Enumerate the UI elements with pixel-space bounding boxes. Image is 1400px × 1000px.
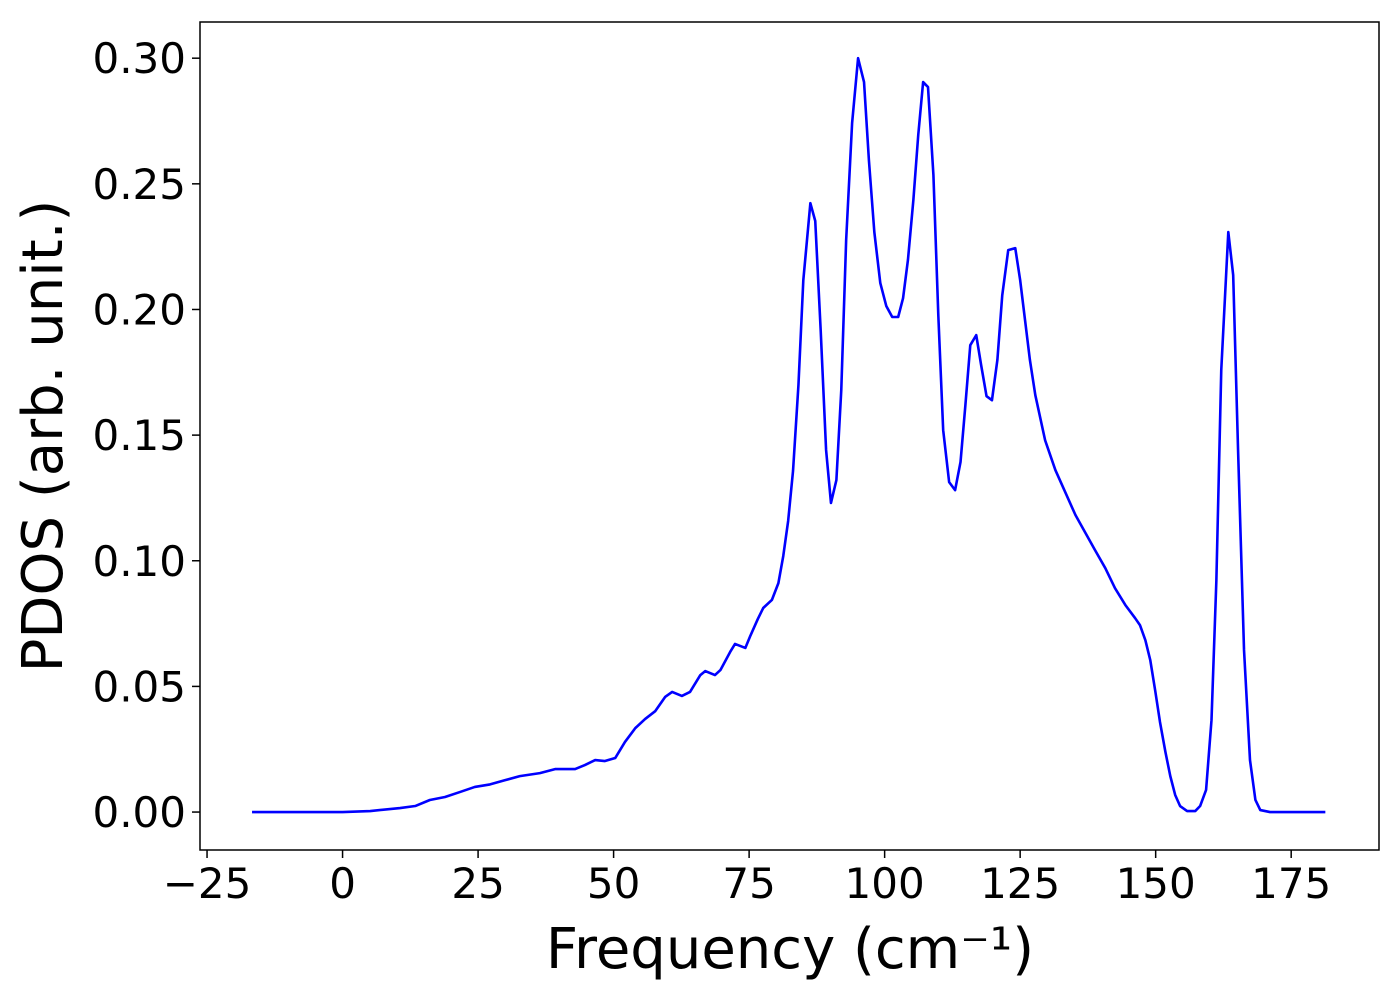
y-tick-label: 0.10 <box>92 537 186 586</box>
x-tick-label: 100 <box>845 859 925 908</box>
y-tick-label: 0.20 <box>92 285 186 334</box>
x-tick-label: 50 <box>587 859 640 908</box>
x-tick-label: −25 <box>163 859 252 908</box>
x-axis-label: Frequency (cm⁻¹) <box>546 917 1034 982</box>
plot-frame <box>199 21 1380 851</box>
x-tick-label: 75 <box>722 859 775 908</box>
x-tick-label: 125 <box>980 859 1060 908</box>
y-tick-label: 0.00 <box>92 788 186 837</box>
y-tick-label: 0.05 <box>92 662 186 711</box>
x-tick-label: 0 <box>329 859 356 908</box>
y-tick-label: 0.15 <box>92 411 186 460</box>
x-tick-label: 25 <box>451 859 504 908</box>
y-tick-label: 0.25 <box>92 160 186 209</box>
x-tick-label: 175 <box>1251 859 1331 908</box>
data-line <box>252 56 1326 814</box>
y-tick-label: 0.30 <box>92 34 186 83</box>
y-axis-label: PDOS (arb. unit.) <box>11 200 76 673</box>
x-tick-label: 150 <box>1116 859 1196 908</box>
